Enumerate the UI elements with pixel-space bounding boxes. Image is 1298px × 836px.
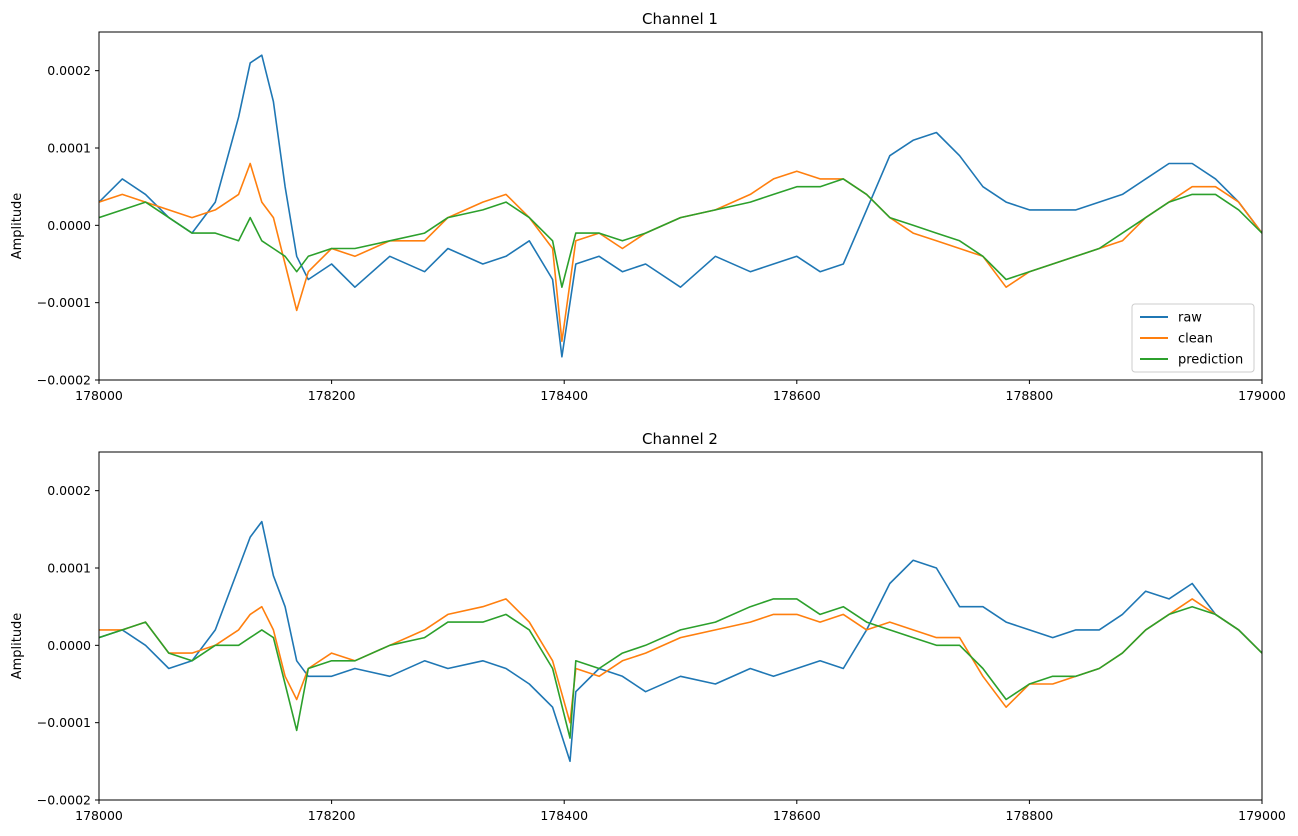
x-tick-label: 179000	[1238, 808, 1286, 823]
x-tick-label: 178000	[75, 808, 123, 823]
x-tick-label: 178600	[773, 808, 821, 823]
legend-label-prediction: prediction	[1178, 353, 1243, 368]
x-tick-label: 178600	[773, 388, 821, 403]
legend-box	[1131, 303, 1255, 373]
axes-frame	[98, 451, 1263, 801]
y-tick-label: 0.0001	[47, 561, 91, 576]
series-group	[99, 54, 1262, 358]
legend-label-clean: clean	[1178, 332, 1213, 347]
x-tick-label: 178800	[1006, 808, 1054, 823]
y-tick-label: −0.0002	[37, 793, 91, 808]
series-line-clean	[99, 598, 1262, 724]
y-tick-label: −0.0001	[37, 715, 91, 730]
channel-2-panel: Channel 2 Amplitude 178000 178200 178400 17…	[10, 430, 1286, 823]
y-tick-label: 0.0000	[47, 638, 91, 653]
y-tick-label: −0.0001	[37, 295, 91, 310]
legend: raw clean prediction	[1131, 303, 1255, 373]
legend-label-raw: raw	[1178, 311, 1202, 326]
axes-frame	[98, 31, 1263, 381]
y-tick-label: −0.0002	[37, 373, 91, 388]
y-tick-label: 0.0000	[47, 218, 91, 233]
x-tick-label: 178800	[1006, 388, 1054, 403]
series-line-raw	[99, 520, 1262, 763]
y-axis-label: Amplitude	[10, 193, 25, 260]
x-tick-label: 178200	[308, 808, 356, 823]
y-axis-label: Amplitude	[10, 613, 25, 680]
channel-1-panel: Channel 1 Amplitude 178000 178200 178400 17…	[10, 10, 1286, 403]
series-group	[99, 520, 1262, 763]
x-tick-label: 179000	[1238, 388, 1286, 403]
series-line-prediction	[99, 598, 1262, 739]
y-tick-label: 0.0001	[47, 141, 91, 156]
x-tick-label: 178400	[540, 388, 588, 403]
series-line-prediction	[99, 178, 1262, 289]
chart-title: Channel 1	[642, 10, 718, 28]
x-tick-label: 178200	[308, 388, 356, 403]
series-line-raw	[99, 54, 1262, 358]
x-tick-label: 178000	[75, 388, 123, 403]
x-tick-label: 178400	[540, 808, 588, 823]
chart-title: Channel 2	[642, 430, 718, 448]
y-tick-label: 0.0002	[47, 483, 91, 498]
y-tick-label: 0.0002	[47, 63, 91, 78]
